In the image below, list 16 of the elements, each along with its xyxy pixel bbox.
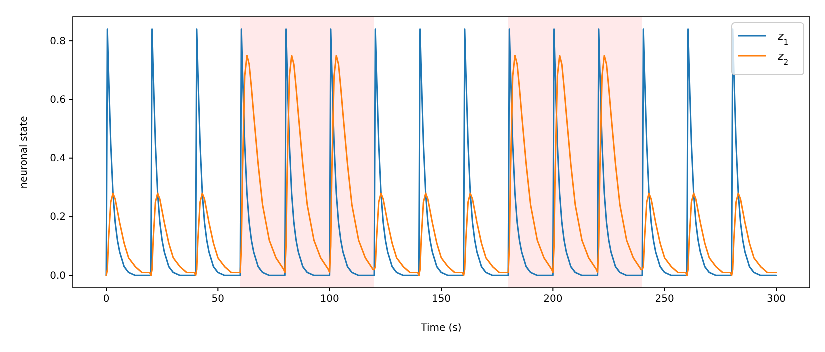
- x-tick-label: 250: [655, 294, 674, 306]
- x-tick-label: 50: [212, 294, 225, 306]
- y-tick-label: 0.0: [50, 270, 66, 282]
- legend-label: z$_{1}$: [777, 30, 789, 46]
- y-tick-label: 0.2: [50, 212, 66, 224]
- x-tick-label: 150: [432, 294, 452, 306]
- y-axis-title: neuronal state: [19, 116, 30, 189]
- x-tick-label: 200: [544, 294, 563, 306]
- legend-label: z$_{2}$: [777, 50, 789, 66]
- x-axis-title: Time (s): [420, 323, 462, 334]
- x-tick-label: 0: [103, 294, 110, 306]
- y-tick-label: 0.8: [50, 36, 66, 48]
- y-tick-label: 0.4: [50, 154, 66, 165]
- x-tick-label: 300: [766, 294, 786, 306]
- x-tick-label: 100: [320, 294, 340, 306]
- y-tick-label: 0.6: [50, 94, 66, 106]
